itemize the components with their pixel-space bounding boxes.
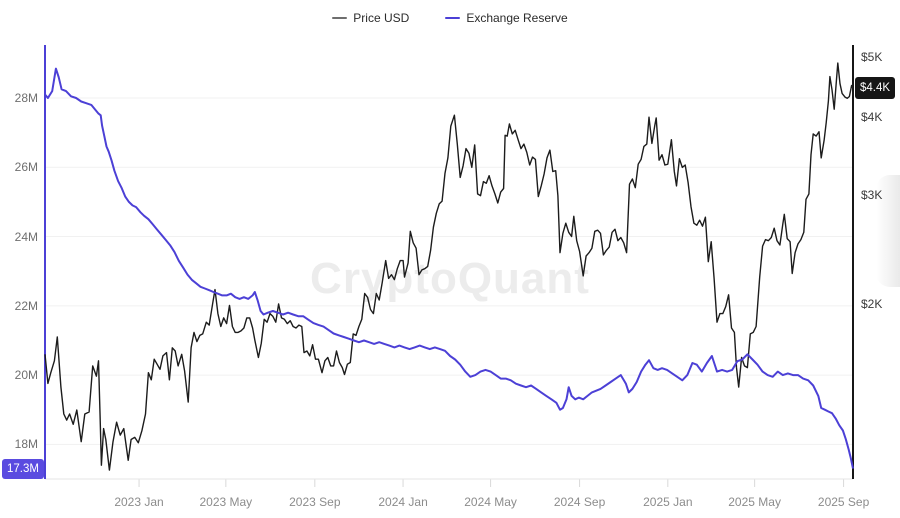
price-last-value-badge: $4.4K [855, 77, 895, 100]
x-axis-tick-label: 2025 Jan [643, 495, 693, 509]
right-axis-tick-label: $2K [861, 297, 883, 312]
left-axis-tick-label: 22M [14, 298, 38, 313]
x-axis-tick-label: 2024 May [464, 495, 517, 509]
legend-label-price-usd: Price USD [353, 11, 410, 25]
gridlines [45, 97, 853, 445]
reserve-last-value-badge: 17.3M [2, 458, 44, 479]
exchange-reserve-line [44, 67, 854, 469]
scrollbar-thumb[interactable] [876, 175, 900, 287]
legend-item-exchange-reserve[interactable]: Exchange Reserve [445, 11, 568, 25]
x-axis-ticks [138, 479, 845, 487]
x-axis-tick-label: 2024 Sep [553, 495, 606, 509]
left-axis-tick-label: 24M [14, 229, 38, 244]
left-axis-tick-label: 20M [14, 368, 38, 383]
legend: Price USD Exchange Reserve [0, 11, 900, 25]
left-axis-tick-label: 18M [14, 437, 38, 452]
right-axis-tick-label: $5K [861, 50, 883, 65]
price-line-swatch [332, 17, 348, 19]
left-axis-tick-label: 28M [14, 90, 38, 105]
right-axis-tick-label: $4K [861, 110, 883, 125]
legend-item-price-usd[interactable]: Price USD [332, 11, 409, 25]
right-axis-tick-label: $3K [861, 187, 883, 202]
price-usd-line [44, 62, 854, 471]
reserve-line-swatch [445, 17, 461, 19]
legend-label-exchange-reserve: Exchange Reserve [466, 11, 568, 25]
left-axis-tick-label: 26M [14, 160, 38, 175]
x-axis-tick-label: 2025 May [728, 495, 781, 509]
x-axis-tick-label: 2024 Jan [378, 495, 428, 509]
x-axis-tick-label: 2023 May [199, 495, 253, 509]
x-axis-tick-label: 2023 Sep [289, 495, 341, 509]
x-axis-tick-label: 2025 Sep [817, 495, 870, 509]
x-axis-tick-label: 2023 Jan [114, 495, 164, 509]
